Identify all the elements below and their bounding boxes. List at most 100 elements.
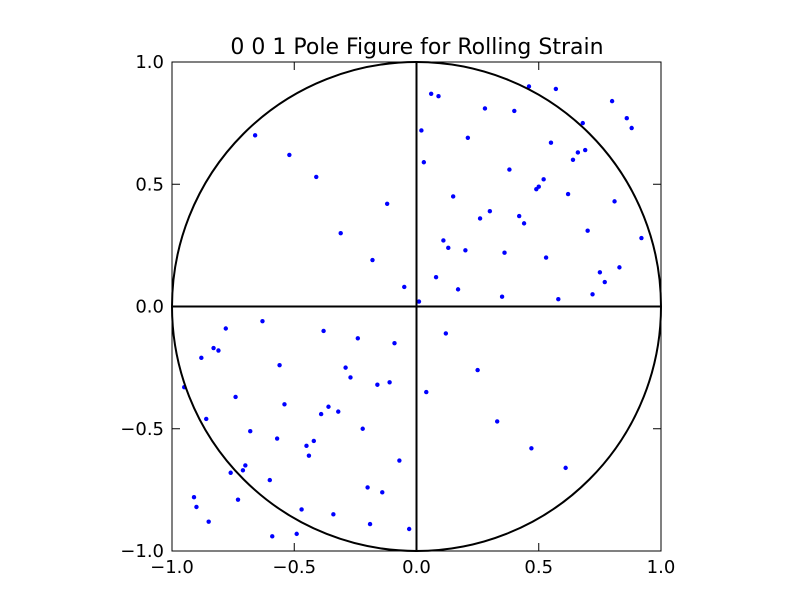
y-tick-label: 0.5 [135, 174, 164, 195]
data-point [355, 336, 361, 341]
data-point [521, 221, 527, 226]
data-point [216, 348, 221, 353]
data-point [299, 507, 304, 512]
data-point [516, 213, 522, 219]
data-point [612, 199, 617, 204]
y-tick-label: 0.0 [135, 297, 164, 318]
y-tick-label: −1.0 [120, 541, 164, 562]
data-point [211, 345, 216, 351]
data-point [534, 186, 539, 192]
data-point [282, 402, 287, 407]
data-point [583, 147, 588, 153]
data-point [475, 367, 480, 373]
data-point [260, 318, 265, 324]
x-tick-label: 1.0 [647, 557, 676, 578]
data-point [367, 521, 373, 527]
data-point [526, 84, 532, 89]
x-tick-label: 0.5 [524, 557, 553, 578]
data-point [348, 375, 353, 380]
data-point [360, 426, 365, 431]
data-point [318, 411, 324, 417]
data-point [494, 419, 500, 424]
data-point [565, 191, 571, 197]
data-point [450, 194, 456, 199]
data-point [194, 504, 199, 510]
data-point [343, 365, 348, 370]
data-point [199, 355, 204, 361]
data-point [321, 328, 326, 334]
data-point [590, 292, 595, 297]
scatter-points [182, 84, 644, 539]
data-point [433, 274, 439, 280]
data-point [233, 394, 238, 400]
data-point [338, 230, 343, 236]
data-point [248, 428, 253, 434]
data-point [204, 416, 209, 422]
data-point [274, 436, 280, 441]
data-point [609, 98, 615, 104]
data-point [375, 382, 380, 387]
data-point [570, 157, 576, 162]
data-point [629, 125, 634, 131]
chart-title: 0 0 1 Pole Figure for Rolling Strain [230, 35, 603, 60]
data-point [370, 257, 375, 263]
data-point [639, 235, 644, 241]
x-tick-label: −1.0 [150, 557, 194, 578]
data-point [387, 380, 392, 385]
data-point [191, 495, 197, 500]
x-tick-label: 0.0 [402, 557, 431, 578]
data-point [287, 152, 292, 158]
data-point [421, 160, 427, 165]
data-point [602, 279, 607, 285]
data-point [336, 409, 341, 414]
y-axis-ticks: −1.0 −0.5 0.0 0.5 1.0 [120, 52, 661, 562]
data-point [235, 497, 241, 502]
data-point [406, 526, 412, 532]
data-point [563, 465, 568, 471]
data-point [463, 248, 468, 253]
data-point [402, 284, 407, 290]
data-point [243, 463, 248, 468]
data-point [436, 94, 441, 99]
x-axis-ticks: −1.0 −0.5 0.0 0.5 1.0 [150, 62, 675, 578]
data-point [397, 458, 402, 463]
data-point [311, 438, 317, 444]
data-point [585, 228, 590, 233]
data-point [482, 106, 488, 111]
data-point [507, 167, 512, 172]
data-point [228, 470, 233, 475]
data-point [270, 534, 275, 539]
data-point [443, 331, 449, 336]
data-point [331, 512, 336, 517]
data-point [455, 287, 461, 292]
data-point [240, 468, 246, 473]
data-point [477, 216, 483, 221]
data-point [465, 135, 471, 140]
data-point [512, 108, 517, 114]
data-point [424, 389, 429, 395]
data-point [294, 531, 299, 537]
y-tick-label: 1.0 [135, 52, 164, 73]
data-point [575, 150, 581, 155]
data-point [277, 362, 282, 368]
data-point [384, 201, 390, 207]
data-point [487, 208, 493, 214]
data-point [556, 296, 561, 302]
data-point [543, 255, 549, 260]
data-point [580, 120, 585, 126]
data-point [267, 477, 272, 483]
y-tick-label: −0.5 [120, 419, 164, 440]
data-point [380, 490, 385, 495]
data-point [617, 265, 622, 270]
x-tick-label: −0.5 [272, 557, 316, 578]
data-point [419, 128, 424, 133]
data-point [314, 174, 319, 180]
data-point [326, 404, 331, 409]
data-point [529, 446, 534, 451]
data-point [416, 299, 422, 304]
data-point [553, 86, 559, 92]
data-point [223, 326, 228, 331]
data-point [306, 453, 312, 458]
data-point [548, 140, 554, 145]
